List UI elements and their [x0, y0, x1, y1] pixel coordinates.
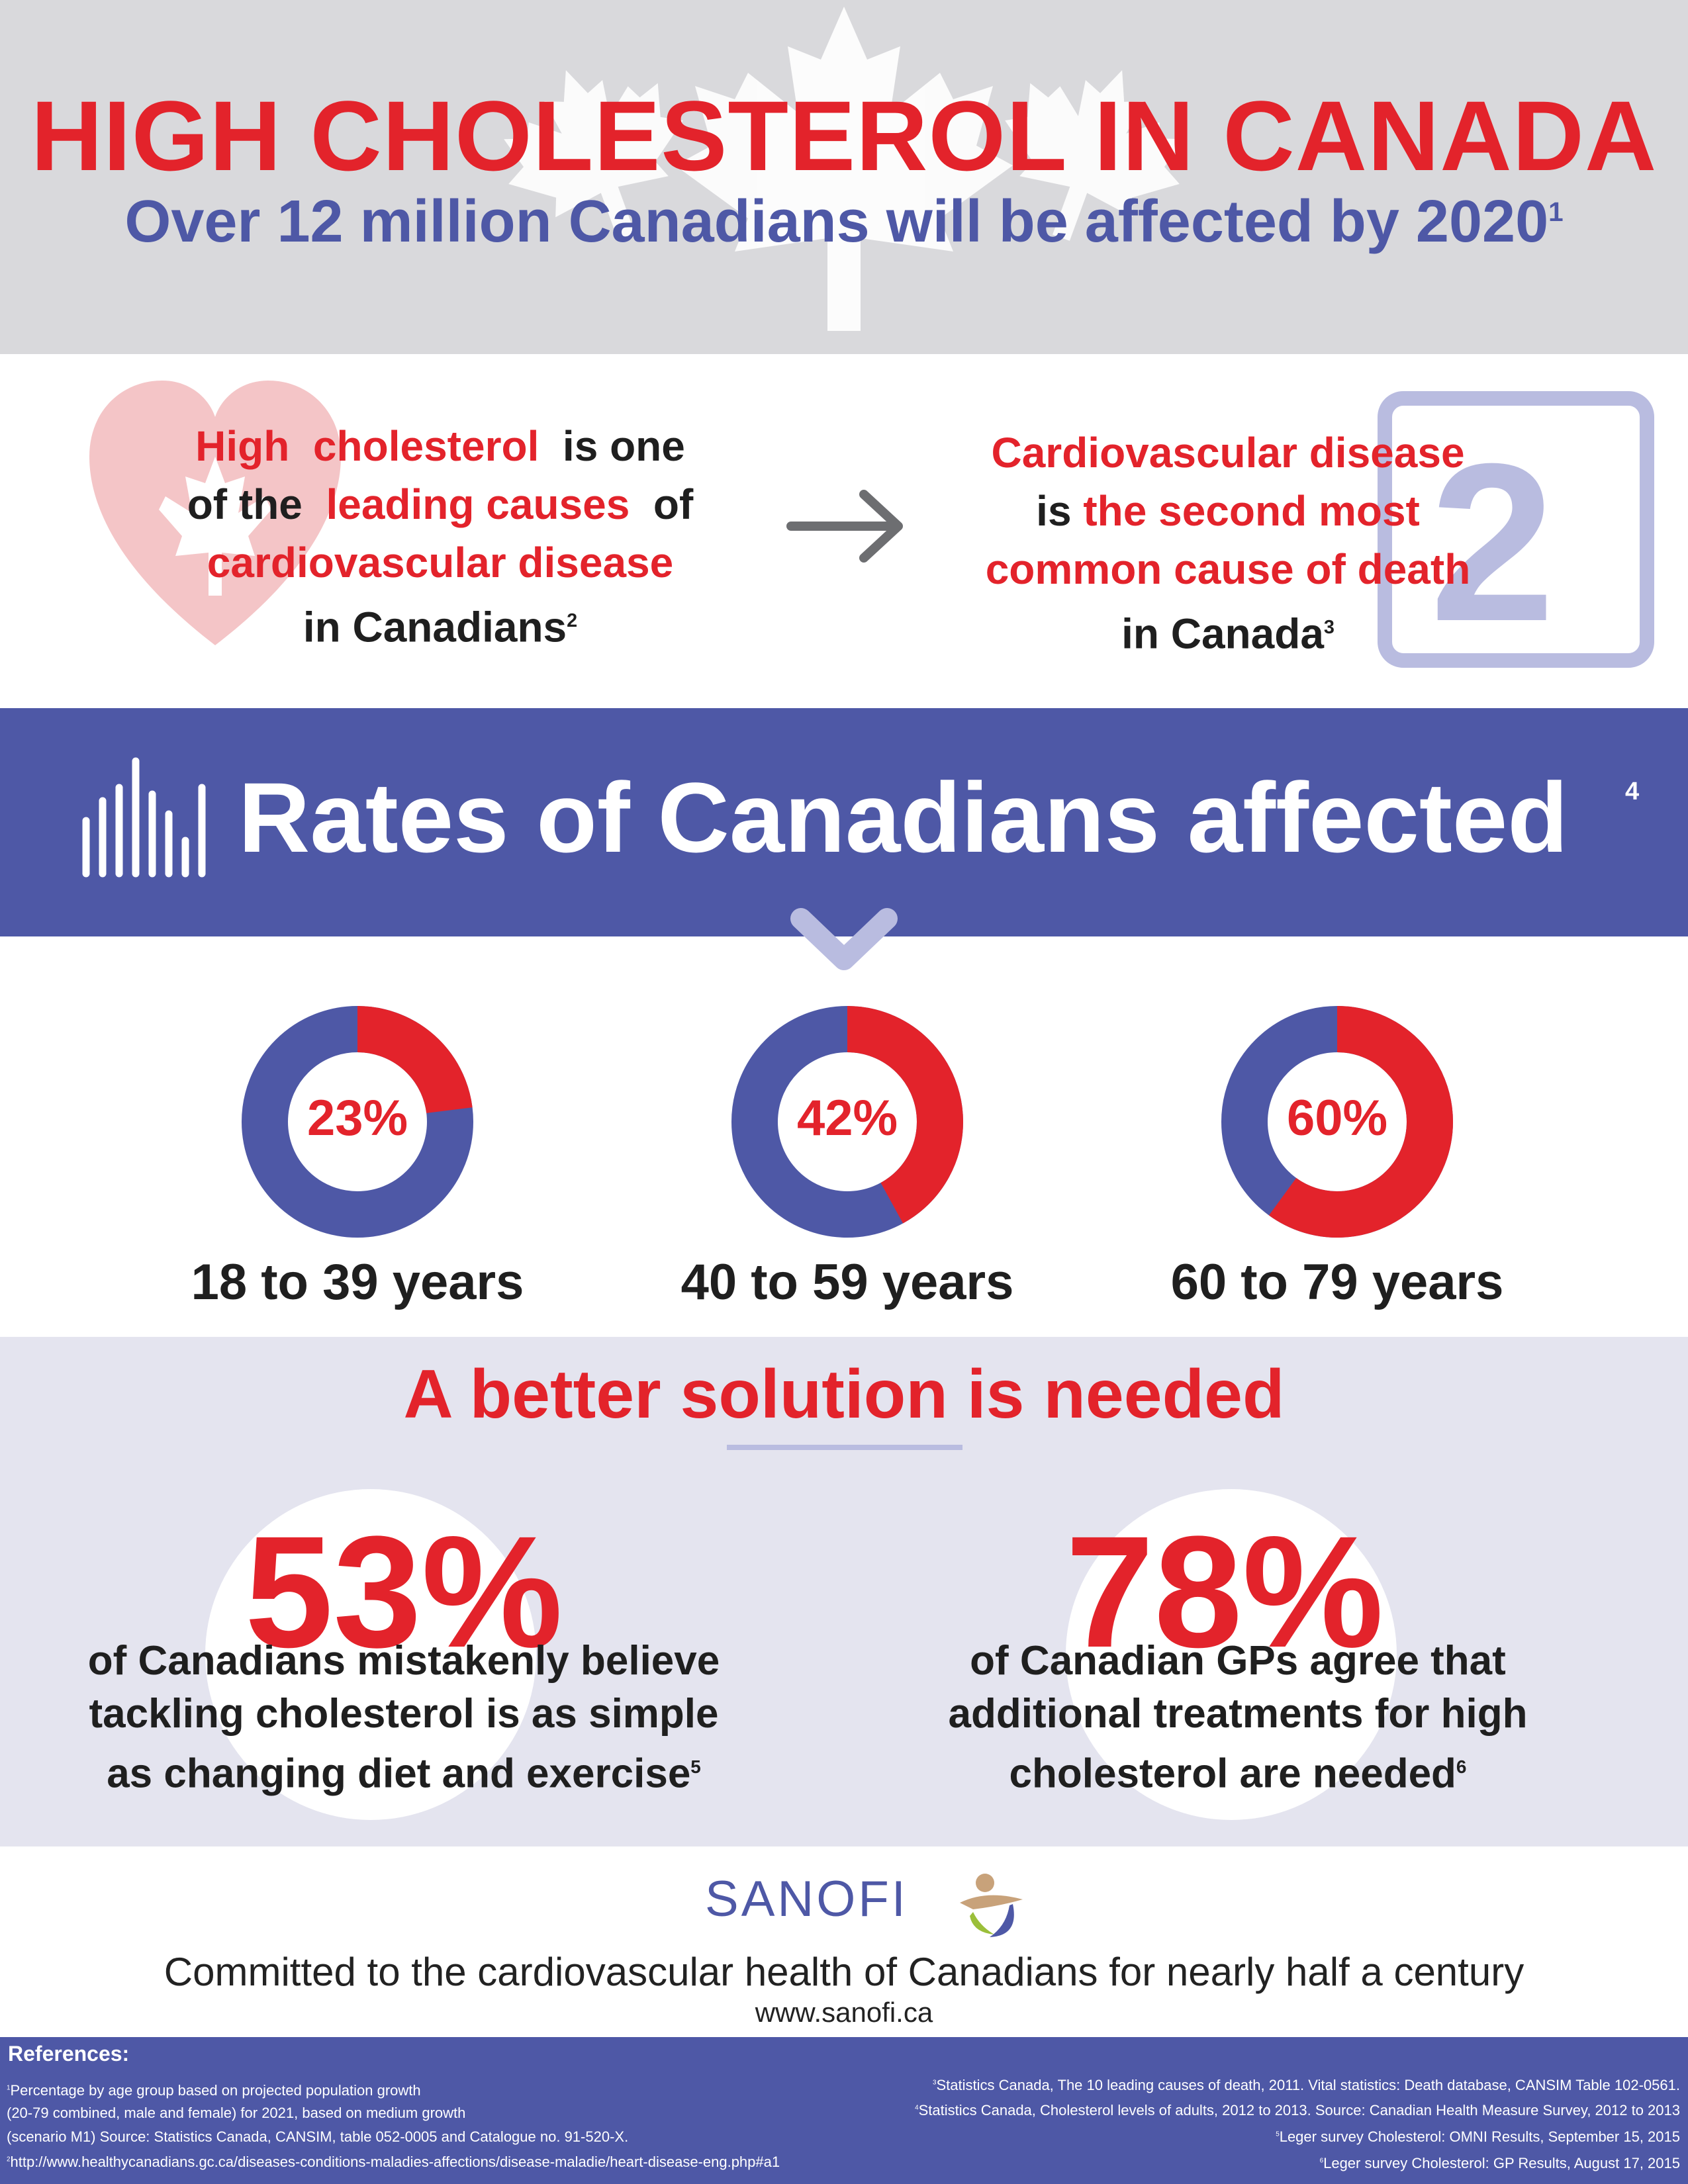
- ref-right-6: 6Leger survey Cholesterol: GP Results, A…: [1320, 2156, 1680, 2171]
- website-link[interactable]: www.sanofi.ca: [755, 1997, 933, 2028]
- cause-right-line1: Cardiovascular disease: [991, 429, 1465, 477]
- ref-num: 4: [915, 2104, 919, 2112]
- heart-icon: [89, 381, 341, 645]
- cause-text-leading-causes: leading causes: [326, 480, 630, 528]
- cause-text-of-the: of the: [187, 480, 303, 528]
- ref-num: 6: [1319, 2157, 1324, 2165]
- cause-ref-right: 3: [1323, 617, 1335, 638]
- cause-right-line4: in Canada: [1121, 610, 1324, 658]
- arrow-right-icon: [786, 490, 903, 563]
- sanofi-logo-text: SANOFI: [705, 1871, 908, 1927]
- bar-chart-icon: [82, 757, 206, 878]
- ref-left-1b: (20-79 combined, male and female) for 20…: [7, 2106, 465, 2120]
- cause-right-second-most: the second most: [1083, 487, 1420, 535]
- stat-value-left: 53%: [244, 1503, 563, 1680]
- ref-text: Percentage by age group based on project…: [10, 2082, 421, 2099]
- cause-statement-left: High cholesterol is one of the leading c…: [142, 417, 738, 656]
- rates-ref: 4: [1625, 778, 1640, 805]
- rank-number-box-icon: [1378, 391, 1654, 668]
- ref-left-1: 1Percentage by age group based on projec…: [7, 2083, 421, 2098]
- percent-60-79: 60%: [1286, 1090, 1388, 1146]
- percent-40-59: 42%: [796, 1090, 898, 1146]
- cause-text-cholesterol: cholesterol: [312, 422, 539, 470]
- stat-right-line3: cholesterol are needed: [1009, 1751, 1456, 1797]
- stat-text-left: of Canadians mistakenly believe tackling…: [40, 1635, 768, 1801]
- donut-60-79: [1221, 1006, 1453, 1238]
- solution-title-part2: solution: [680, 1356, 948, 1433]
- cause-right-line3: common cause of death: [985, 545, 1471, 593]
- solution-title-part3: is needed: [966, 1356, 1285, 1433]
- donut-value-arc: [1221, 1006, 1453, 1238]
- ref-num: 3: [932, 2079, 937, 2087]
- ref-right-4: 4Statistics Canada, Cholesterol levels o…: [915, 2103, 1680, 2118]
- cause-ref-left: 2: [567, 610, 578, 631]
- ref-num: 5: [1276, 2130, 1280, 2138]
- page-subtitle: Over 12 million Canadians will be affect…: [0, 192, 1688, 251]
- cause-text-of: of: [653, 480, 694, 528]
- age-label-40-59: 40 to 59 years: [680, 1254, 1014, 1310]
- donut-value-arc: [242, 1006, 473, 1238]
- stat-value-right: 78%: [1065, 1503, 1384, 1680]
- cause-right-is: is: [1036, 487, 1072, 535]
- subtitle-ref: 1: [1548, 197, 1564, 227]
- rank-number: 2: [1430, 417, 1556, 668]
- references-title: References:: [8, 2042, 130, 2066]
- cause-statement-right: Cardiovascular disease is the second mos…: [894, 424, 1562, 662]
- ref-left-2: 2http://www.healthycanadians.gc.ca/disea…: [7, 2155, 780, 2169]
- ref-text: Statistics Canada, Cholesterol levels of…: [918, 2102, 1680, 2118]
- cause-text-in-canadians: in Canadians: [303, 603, 567, 651]
- references-section: [0, 2037, 1688, 2184]
- donut-18-39: [242, 1006, 473, 1238]
- chevron-down-icon: [790, 908, 898, 970]
- rates-banner: [0, 708, 1688, 936]
- cause-text-cvd: cardiovascular disease: [207, 539, 674, 586]
- header-banner: [0, 0, 1688, 354]
- solution-divider: [727, 1445, 962, 1450]
- ref-right-3: 3Statistics Canada, The 10 leading cause…: [933, 2078, 1680, 2093]
- percent-18-39: 23%: [306, 1090, 408, 1146]
- stat-right-line1: of Canadian GPs agree that: [970, 1638, 1506, 1684]
- stat-text-right: of Canadian GPs agree that additional tr…: [874, 1635, 1602, 1801]
- maple-leaf-background-icon: [504, 7, 1184, 331]
- ref-text: Statistics Canada, The 10 leading causes…: [936, 2077, 1680, 2093]
- ref-num: 2: [7, 2156, 11, 2163]
- donut-40-59: [731, 1006, 963, 1238]
- stat-left-line2: tackling cholesterol is as simple: [89, 1691, 719, 1737]
- stat-circle-left: [205, 1489, 536, 1820]
- donut-value-arc: [731, 1006, 963, 1238]
- stat-circle-right: [1066, 1489, 1397, 1820]
- subtitle-text: Over 12 million Canadians will be affect…: [124, 189, 1549, 255]
- tagline: Committed to the cardiovascular health o…: [164, 1950, 1524, 1994]
- cause-text-is-one: is one: [562, 422, 685, 470]
- sanofi-logo-icon: [960, 1874, 1023, 1937]
- page-title: HIGH CHOLESTEROL IN CANADA: [30, 80, 1658, 191]
- stat-left-line1: of Canadians mistakenly believe: [87, 1638, 720, 1684]
- age-label-18-39: 18 to 39 years: [191, 1254, 524, 1310]
- stat-right-line2: additional treatments for high: [948, 1691, 1528, 1737]
- age-label-60-79: 60 to 79 years: [1170, 1254, 1504, 1310]
- stat-left-ref: 5: [690, 1756, 701, 1777]
- stat-right-ref: 6: [1456, 1756, 1467, 1777]
- ref-text: http://www.healthycanadians.gc.ca/diseas…: [10, 2154, 780, 2170]
- cause-text-high: High: [195, 422, 290, 470]
- solution-title-part1: A better: [403, 1356, 661, 1433]
- ref-text: (20-79 combined, male and female) for 20…: [7, 2105, 466, 2121]
- solution-title: A better solution is needed: [0, 1360, 1688, 1429]
- ref-left-1c: (scenario M1) Source: Statistics Canada,…: [7, 2130, 628, 2144]
- ref-text: Leger survey Cholesterol: OMNI Results, …: [1279, 2128, 1680, 2145]
- ref-text: (scenario M1) Source: Statistics Canada,…: [7, 2128, 629, 2145]
- ref-right-5: 5Leger survey Cholesterol: OMNI Results,…: [1276, 2130, 1680, 2144]
- ref-text: Leger survey Cholesterol: GP Results, Au…: [1323, 2155, 1680, 2171]
- rates-title: Rates of Canadians affected: [238, 762, 1568, 873]
- ref-num: 1: [7, 2084, 11, 2092]
- stat-left-line3: as changing diet and exercise: [107, 1751, 691, 1797]
